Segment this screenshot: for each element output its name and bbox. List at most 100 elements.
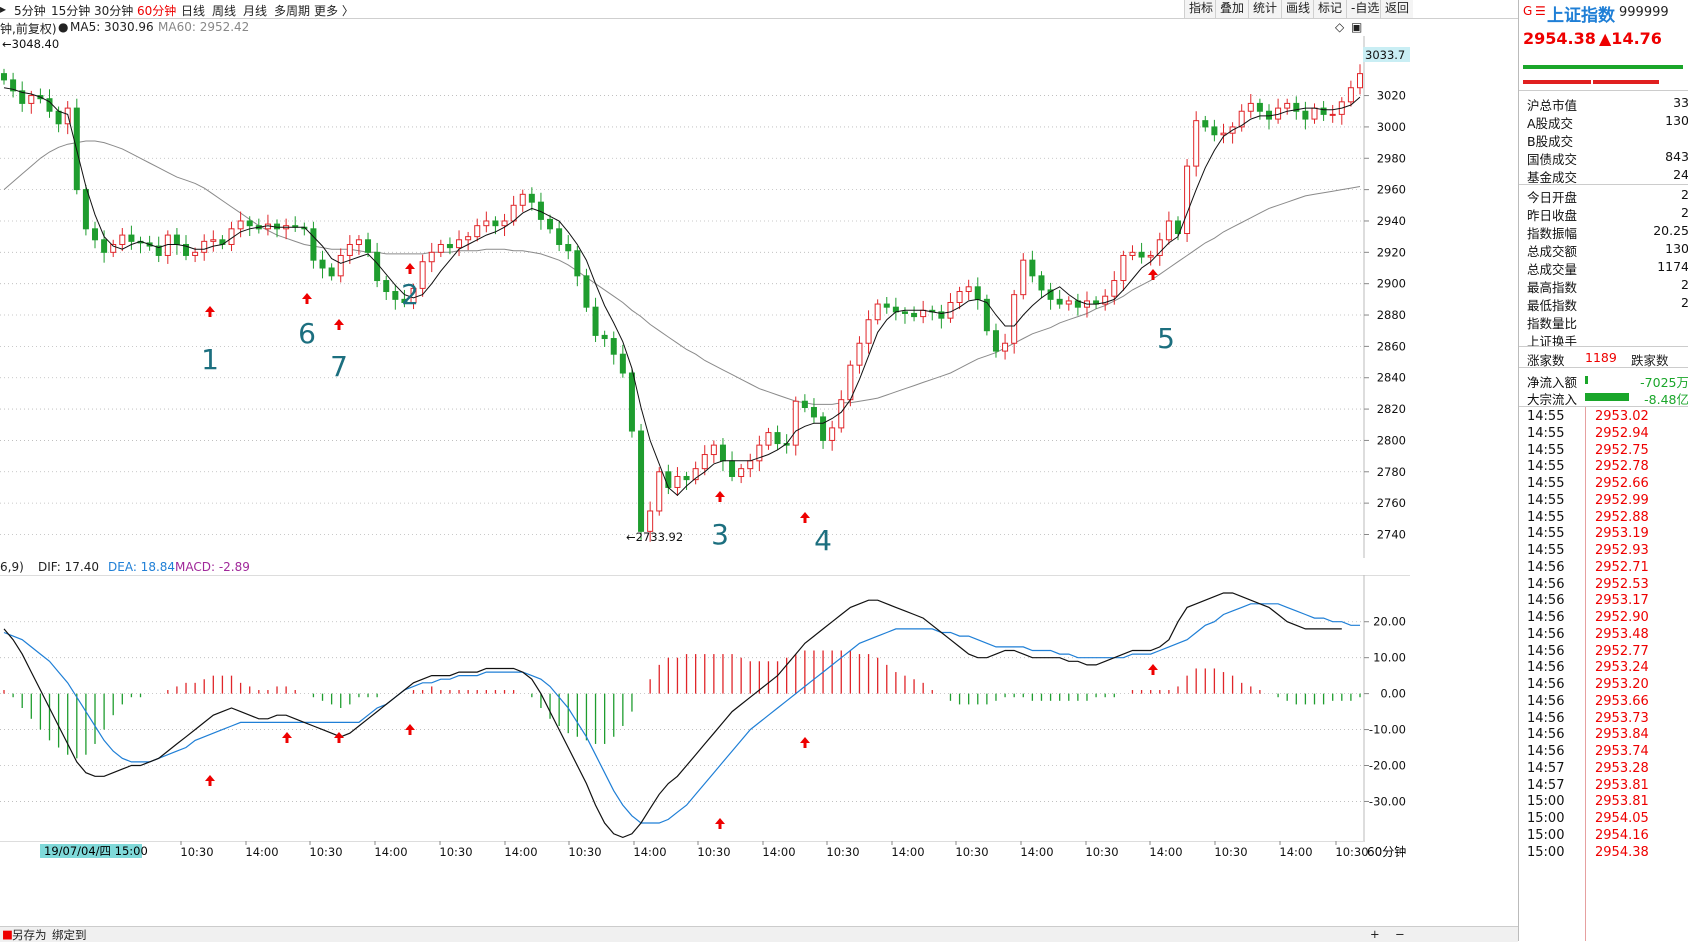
zoom-out-button[interactable]: − xyxy=(1395,927,1405,941)
draw-button[interactable]: 画线 xyxy=(1281,0,1315,18)
period-30min[interactable]: 30分钟 xyxy=(94,4,134,18)
candle xyxy=(1193,111,1200,177)
candle xyxy=(1302,101,1309,130)
tick-price: 2953.28 xyxy=(1595,760,1649,776)
indicator-button[interactable]: 指标 xyxy=(1184,0,1218,18)
candle xyxy=(365,232,372,258)
tick-price: 2952.90 xyxy=(1595,610,1649,625)
candle xyxy=(483,211,490,233)
candle xyxy=(155,236,162,263)
candle xyxy=(137,236,144,254)
buy-arrow-icon xyxy=(405,724,415,735)
period-daily[interactable]: 日线 xyxy=(181,4,206,18)
period-multi[interactable]: 多周期 xyxy=(274,4,311,18)
stat-value: 130 xyxy=(1665,113,1688,128)
ma60-legend: MA60: 2952.42 xyxy=(158,20,250,34)
period-60min[interactable]: 60分钟 xyxy=(137,4,177,18)
tick-time: 15:00 xyxy=(1527,844,1565,860)
time-tick-label: 14:00 xyxy=(891,845,924,859)
ma5-legend: MA5: 3030.96 xyxy=(70,20,154,34)
ma5-dot-icon: ● xyxy=(58,20,69,34)
tick-time: 15:00 xyxy=(1527,794,1565,810)
macd-chart: 20.00 10.00 0.00 -10.00 -20.00 -30.00 xyxy=(0,575,1410,841)
candle xyxy=(292,216,299,232)
candle xyxy=(1311,103,1318,124)
time-tick-label: 10:30 xyxy=(568,845,601,859)
candle xyxy=(583,268,590,312)
tick-price: 2953.81 xyxy=(1595,777,1649,793)
tick-time: 14:56 xyxy=(1527,626,1565,642)
save-icon[interactable]: ■ xyxy=(2,927,13,941)
tick-time: 14:56 xyxy=(1527,576,1565,592)
period-monthly[interactable]: 月线 xyxy=(243,4,268,18)
candle xyxy=(701,445,708,476)
zoom-in-button[interactable]: + xyxy=(1370,927,1380,941)
candle xyxy=(774,425,781,451)
net-inflow-label: 净流入额 xyxy=(1527,375,1578,390)
candle xyxy=(1202,115,1209,132)
net-inflow-bar xyxy=(1585,376,1588,384)
tick-time: 14:55 xyxy=(1527,526,1565,542)
stat-label: 昨日收盘 xyxy=(1527,208,1578,223)
save-as-button[interactable]: 另存为 xyxy=(12,928,47,942)
candle xyxy=(810,398,817,424)
tick-time: 14:56 xyxy=(1527,610,1565,625)
tick-price: 2952.71 xyxy=(1595,559,1649,575)
price-tick-label: 2840 xyxy=(1377,371,1406,385)
bind-to-button[interactable]: 绑定到 xyxy=(52,928,87,942)
tick-price: 2953.19 xyxy=(1595,526,1649,542)
last-price-tag: 3033.7 xyxy=(1365,48,1405,62)
stat-label: 基金成交 xyxy=(1527,170,1578,185)
tick-time: 14:56 xyxy=(1527,559,1565,575)
candle xyxy=(601,330,608,348)
candle xyxy=(328,263,335,281)
buy-arrow-icon xyxy=(715,818,725,829)
candle xyxy=(146,235,153,251)
overlay-button[interactable]: 叠加 xyxy=(1215,0,1249,18)
candle xyxy=(1184,159,1191,242)
rotate-icon[interactable]: ◇ xyxy=(1335,20,1345,34)
candle xyxy=(1156,232,1163,266)
tick-time: 14:56 xyxy=(1527,660,1565,676)
candle xyxy=(501,213,508,237)
candle xyxy=(647,501,654,542)
candle xyxy=(446,237,453,255)
stat-label: 沪总市值 xyxy=(1527,98,1578,113)
stock-g-icon: G xyxy=(1523,4,1533,18)
tick-price: 2954.38 xyxy=(1595,844,1649,860)
tick-time: 14:57 xyxy=(1527,777,1565,793)
candle xyxy=(683,471,690,490)
tick-time: 15:00 xyxy=(1527,827,1565,843)
candle xyxy=(28,90,35,114)
period-weekly[interactable]: 周线 xyxy=(212,4,237,18)
stats-button[interactable]: 统计 xyxy=(1248,0,1282,18)
window-toggle-icon[interactable]: ▣ xyxy=(1351,20,1363,34)
candle xyxy=(892,297,899,321)
candle xyxy=(1211,119,1218,142)
period-5min[interactable]: 5分钟 xyxy=(14,4,46,18)
candle xyxy=(1147,250,1154,266)
candle xyxy=(965,279,972,300)
candle xyxy=(64,101,71,135)
menu-lines-icon[interactable]: ☰ xyxy=(1535,4,1546,18)
time-tick-label: 10:30 xyxy=(439,845,472,859)
candle xyxy=(1038,271,1045,299)
watchlist-button[interactable]: -自选 xyxy=(1346,0,1384,18)
candle xyxy=(1165,211,1172,245)
period-15min[interactable]: 15分钟 xyxy=(51,4,91,18)
period-more[interactable]: 更多 〉 xyxy=(314,4,354,18)
candle xyxy=(719,438,726,472)
dea-line xyxy=(3,603,1360,824)
period-axis-label: 60分钟 xyxy=(1367,844,1406,859)
candle xyxy=(73,98,80,195)
candle xyxy=(1138,242,1145,264)
candlestick-chart: 3020 3000 2980 2960 2940 2920 2900 2880 2860 2840… xyxy=(0,36,1410,558)
back-button[interactable]: 返回 xyxy=(1380,0,1414,18)
time-tick-label: 14:00 xyxy=(374,845,407,859)
macd-tick-label: 0.00 xyxy=(1380,687,1406,701)
tick-price: 2954.05 xyxy=(1595,811,1649,826)
mark-button[interactable]: 标记 xyxy=(1313,0,1347,18)
price-tick-label: 3000 xyxy=(1377,120,1406,134)
candle xyxy=(1347,80,1354,107)
buy-arrow-icon xyxy=(1148,664,1158,675)
